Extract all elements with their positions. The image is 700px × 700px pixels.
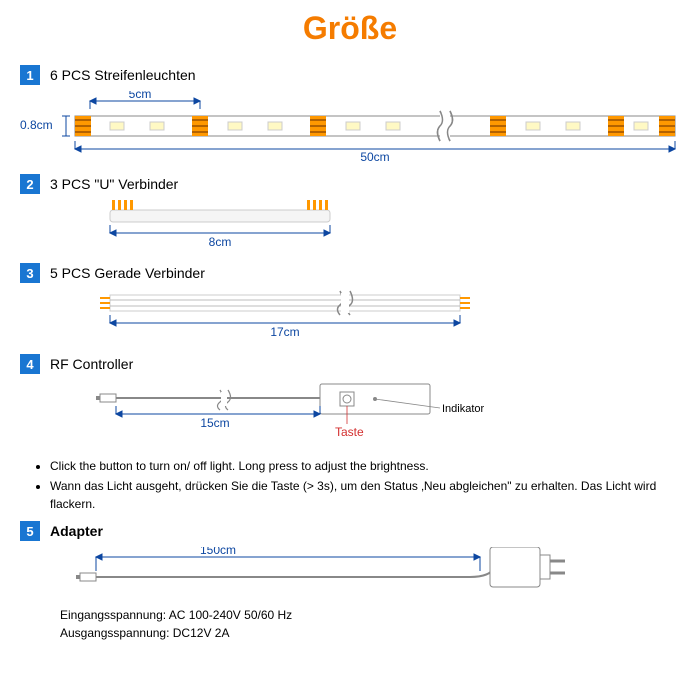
instruction-list: Click the button to turn on/ off light. … [50, 457, 680, 513]
section-badge-5: 5 [20, 521, 40, 541]
dim-08cm: 0.8cm [20, 118, 53, 132]
dim-50cm: 50cm [360, 150, 389, 161]
section-badge-3: 3 [20, 263, 40, 283]
spec-output: Ausgangsspannung: DC12V 2A [60, 624, 680, 642]
dim-5cm: 5cm [129, 91, 152, 101]
section-badge-2: 2 [20, 174, 40, 194]
straight-connector-diagram: 17cm [20, 289, 680, 346]
indicator-label: Indikator [442, 403, 485, 415]
section-label-2: 3 PCS "U" Verbinder [50, 176, 178, 192]
section-label-4: RF Controller [50, 356, 133, 372]
section-badge-1: 1 [20, 65, 40, 85]
dim-17cm: 17cm [270, 325, 299, 339]
button-label: Taste [335, 425, 364, 439]
section-badge-4: 4 [20, 354, 40, 374]
section-label-1: 6 PCS Streifenleuchten [50, 67, 196, 83]
dim-15cm: 15cm [200, 416, 229, 430]
dim-8cm: 8cm [209, 235, 232, 249]
bullet-1: Click the button to turn on/ off light. … [50, 457, 680, 475]
section-label-3: 5 PCS Gerade Verbinder [50, 265, 205, 281]
page-title: Größe [20, 10, 680, 47]
controller-diagram: Indikator Taste 15cm [20, 380, 680, 451]
spec-input: Eingangsspannung: AC 100-240V 50/60 Hz [60, 606, 680, 624]
bullet-2: Wann das Licht ausgeht, drücken Sie die … [50, 477, 680, 513]
u-connector-diagram: 8cm [20, 200, 680, 255]
section-label-5: Adapter [50, 523, 103, 539]
strip-diagram: 5cm 0.8cm [20, 91, 680, 166]
adapter-diagram: 150cm [20, 547, 680, 602]
dim-150cm: 150cm [200, 547, 236, 557]
